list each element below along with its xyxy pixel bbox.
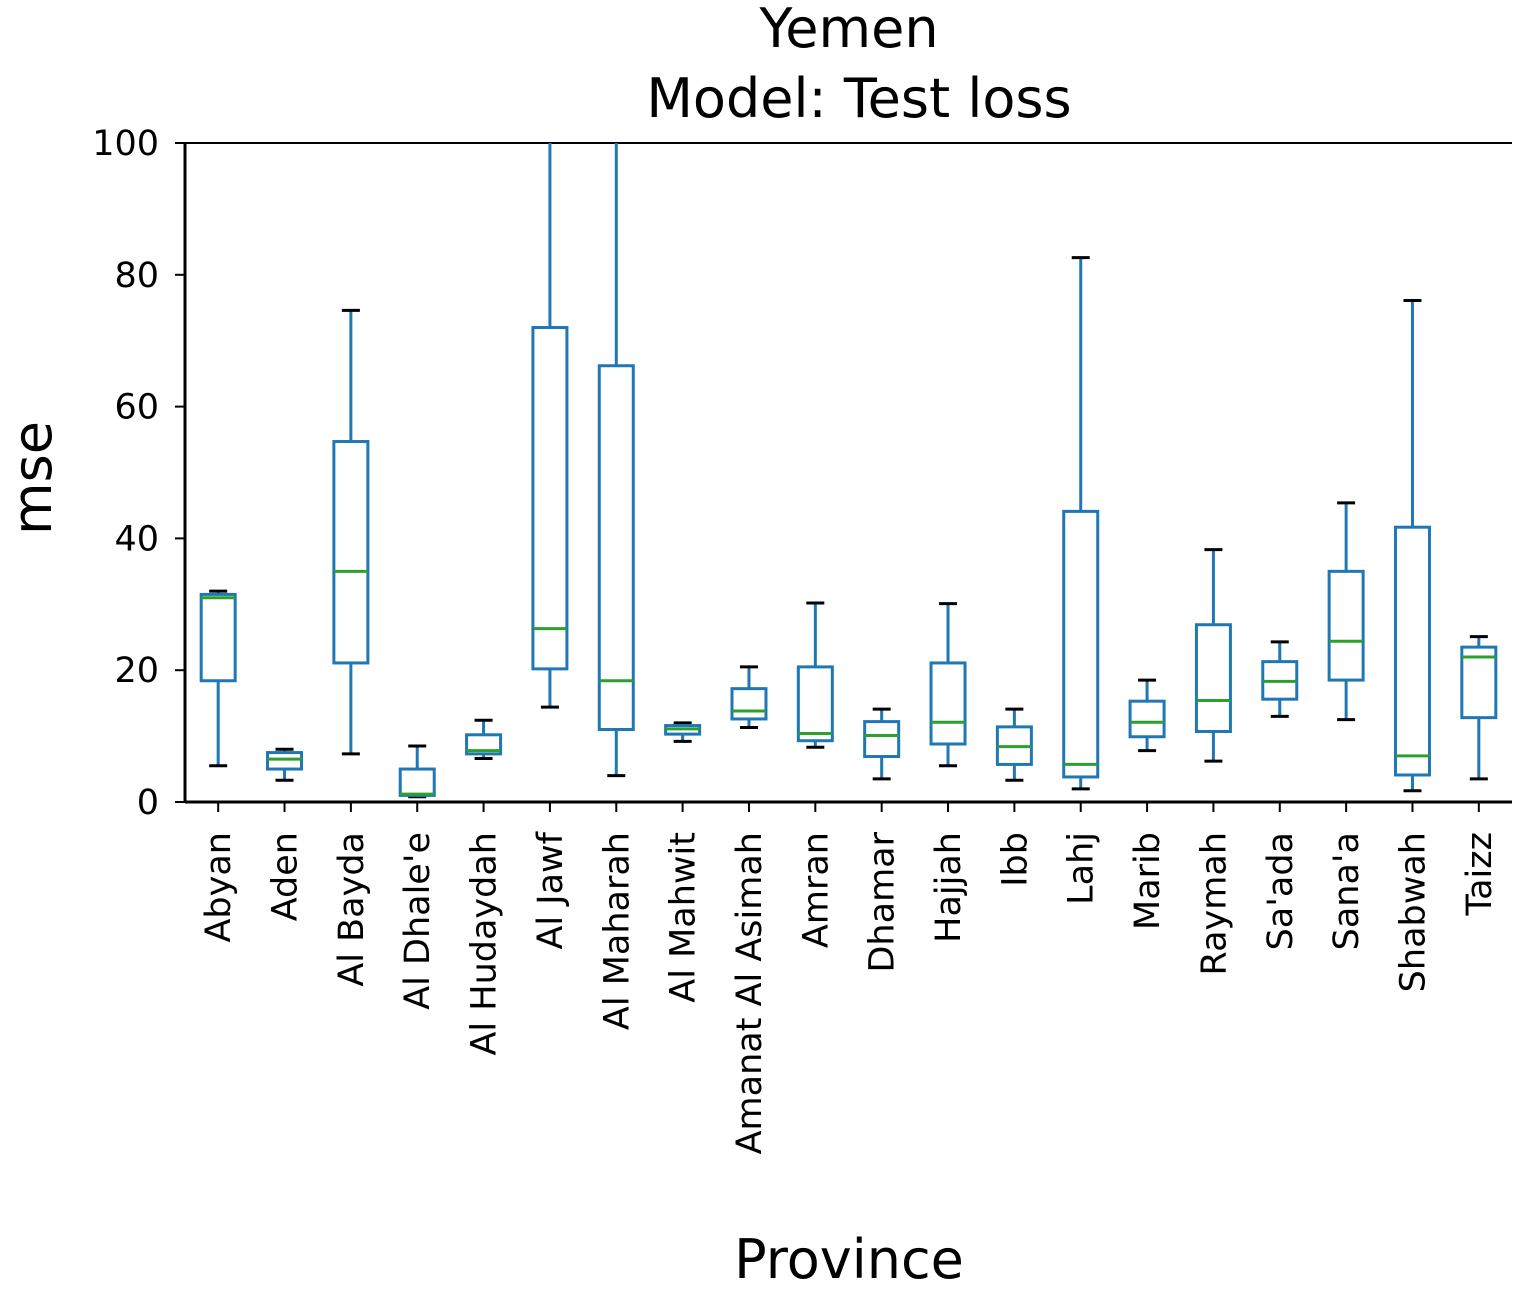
x-tick-label: Taizz: [1460, 832, 1500, 917]
x-tick-label: Dhamar: [863, 831, 903, 972]
x-tick-label: Lahj: [1062, 832, 1102, 905]
iqr-box: [465, 733, 503, 756]
iqr-box: [266, 751, 304, 771]
x-tick-label: Abyan: [199, 832, 239, 943]
iqr-box: [796, 665, 834, 743]
iqr-box: [730, 687, 768, 721]
iqr-box: [398, 767, 436, 797]
x-axis-label: Province: [734, 1228, 964, 1291]
x-tick-label: Sana'a: [1327, 832, 1367, 950]
iqr-box: [863, 720, 901, 759]
y-axis-label: mse: [1, 421, 64, 535]
x-tick-label: Al Hudaydah: [465, 832, 505, 1056]
iqr-box: [531, 326, 569, 671]
iqr-box: [332, 440, 370, 665]
y-tick-label: 40: [114, 519, 159, 559]
x-tick-label: Amanat Al Asimah: [730, 832, 770, 1154]
iqr-box: [1460, 645, 1498, 720]
x-tick-label: Al Maharah: [597, 832, 637, 1030]
iqr-box: [1062, 509, 1100, 779]
x-tick-label: Raymah: [1194, 832, 1234, 975]
x-tick-label: Sa'ada: [1261, 832, 1301, 950]
chart-subtitle: Model: Test loss: [646, 67, 1071, 130]
iqr-box: [1393, 525, 1431, 777]
chart-title: Yemen: [758, 0, 938, 60]
iqr-box: [1128, 699, 1166, 739]
y-tick-label: 80: [114, 256, 159, 296]
iqr-box: [1194, 623, 1232, 733]
iqr-box: [597, 364, 635, 732]
y-tick-label: 60: [114, 388, 159, 428]
x-tick-label: Al Dhale'e: [398, 832, 438, 1010]
x-tick-label: Amran: [796, 832, 836, 948]
y-tick-label: 20: [114, 651, 159, 691]
x-tick-label: Shabwah: [1393, 832, 1433, 992]
iqr-box: [929, 661, 967, 746]
iqr-box: [1327, 569, 1365, 682]
y-tick-label: 0: [137, 783, 159, 823]
x-tick-label: Hajjah: [929, 832, 969, 943]
x-tick-label: Marib: [1128, 832, 1168, 930]
x-tick-label: Ibb: [995, 832, 1035, 887]
y-tick-label: 100: [92, 124, 159, 164]
x-tick-label: Al Bayda: [332, 832, 372, 987]
plot-area: 0 20 40 60 80 100 Abyan Aden Al Bayda Al Dhale'e A…: [92, 124, 1512, 1154]
x-tick-label: Aden: [266, 832, 306, 921]
x-tick-label: Al Mahwit: [664, 832, 704, 1003]
x-tick-label: Al Jawf: [531, 831, 571, 949]
iqr-box: [199, 592, 237, 683]
